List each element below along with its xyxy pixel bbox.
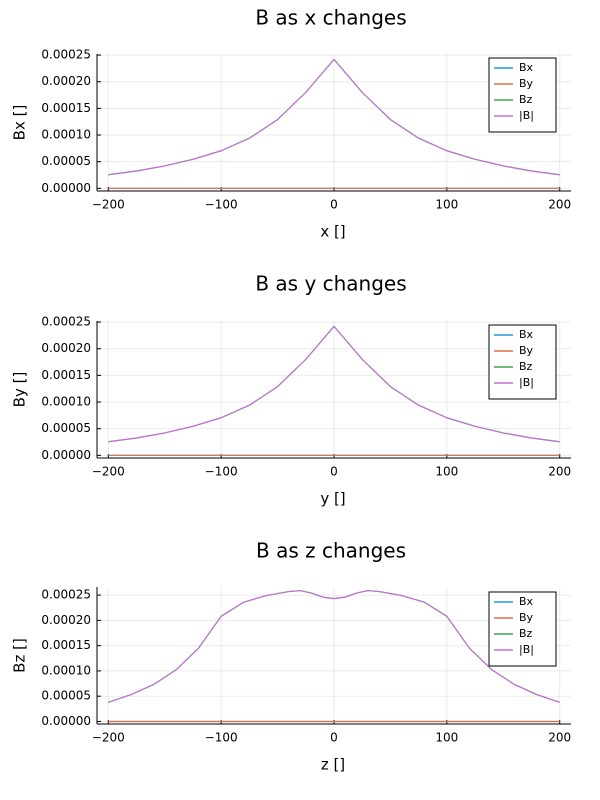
y-tick-label: 0.00005: [41, 689, 91, 703]
legend-label: |B|: [519, 109, 534, 122]
y-axis-label: By []: [11, 372, 29, 408]
x-tick-label: 0: [330, 465, 338, 479]
x-tick-label: −200: [92, 198, 125, 212]
y-axis-label: Bz []: [11, 638, 29, 673]
legend-label: By: [519, 77, 534, 90]
legend-box: [488, 57, 557, 133]
x-tick-label: −100: [205, 731, 238, 745]
legend-label: |B|: [519, 376, 534, 389]
y-tick-label: 0.00015: [41, 638, 91, 652]
y-tick-label: 0.00025: [41, 588, 91, 602]
legend-label: Bx: [519, 61, 534, 74]
x-tick-label: 100: [435, 465, 458, 479]
chart-title: B as y changes: [255, 272, 406, 296]
y-tick-label: 0.00025: [41, 48, 91, 62]
x-axis-label: y []: [320, 490, 345, 508]
y-tick-label: 0.00000: [41, 714, 91, 728]
y-tick-label: 0.00000: [41, 448, 91, 462]
y-tick-label: 0.00025: [41, 315, 91, 329]
legend-box: [488, 591, 557, 667]
x-tick-label: 0: [330, 198, 338, 212]
y-axis-label: Bx []: [11, 105, 29, 141]
x-tick-label: 200: [548, 731, 571, 745]
legend: Bx By Bz |B|: [488, 591, 557, 667]
legend-label: |B|: [519, 643, 534, 656]
y-tick-label: 0.00005: [41, 421, 91, 435]
y-tick-label: 0.00020: [41, 613, 91, 627]
series-line-4: [108, 58, 560, 176]
series-line-4: [108, 589, 560, 703]
chart-3: B as z changes −200 −100 0 100 200 0.00000 0.00…: [11, 539, 572, 774]
y-tick-label: 0.00020: [41, 74, 91, 88]
legend-label: Bz: [519, 360, 533, 373]
legend-box: [488, 324, 557, 400]
x-tick-label: 0: [330, 731, 338, 745]
x-axis-label: z []: [321, 756, 345, 774]
chart-2: B as y changes −200 −100 0 100 200 0.00000 0.00…: [11, 272, 572, 508]
legend-label: By: [519, 344, 534, 357]
legend-label: By: [519, 611, 534, 624]
legend-label: Bz: [519, 93, 533, 106]
x-tick-label: −100: [205, 465, 238, 479]
x-axis-label: x []: [320, 223, 345, 241]
legend-label: Bz: [519, 627, 533, 640]
y-tick-label: 0.00010: [41, 128, 91, 142]
chart-title: B as z changes: [256, 539, 406, 563]
x-tick-label: 100: [435, 731, 458, 745]
chart-title: B as x changes: [255, 6, 406, 30]
chart-1: B as x changes −200 −100 0 100 200 0.00000 0.00…: [11, 6, 572, 241]
x-tick-label: −200: [92, 731, 125, 745]
y-tick-label: 0.00005: [41, 154, 91, 168]
legend: Bx By Bz |B|: [488, 57, 557, 133]
x-tick-label: 100: [435, 198, 458, 212]
y-tick-label: 0.00000: [41, 181, 91, 195]
y-tick-label: 0.00020: [41, 341, 91, 355]
y-tick-label: 0.00010: [41, 395, 91, 409]
legend: Bx By Bz |B|: [488, 324, 557, 400]
x-tick-label: 200: [548, 465, 571, 479]
y-tick-label: 0.00010: [41, 663, 91, 677]
y-tick-label: 0.00015: [41, 368, 91, 382]
series-line-4: [108, 325, 560, 443]
x-tick-label: 200: [548, 198, 571, 212]
y-tick-label: 0.00015: [41, 101, 91, 115]
legend-label: Bx: [519, 595, 534, 608]
x-tick-label: −200: [92, 465, 125, 479]
legend-label: Bx: [519, 328, 534, 341]
x-tick-label: −100: [205, 198, 238, 212]
